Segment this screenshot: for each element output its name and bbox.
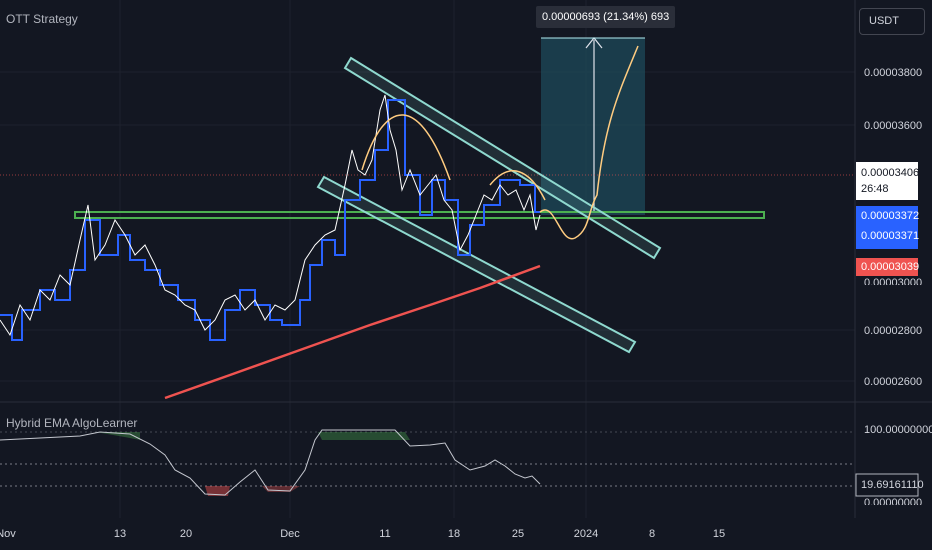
- time-axis-label: 15: [712, 528, 726, 540]
- measure-label: 0.00000693 (21.34%) 693: [536, 6, 676, 28]
- oscillator-title[interactable]: Hybrid EMA AlgoLearner: [6, 416, 138, 430]
- time-axis-label: Nov: [0, 528, 16, 540]
- time-axis-label: 25: [511, 528, 525, 540]
- time-axis-label: 2024: [573, 528, 599, 540]
- oscillator-overbought-fill-2: [318, 432, 410, 440]
- projection-path: [539, 45, 639, 240]
- ott-line: [0, 99, 540, 341]
- oscillator-line: [0, 429, 541, 496]
- ema-line: [164, 264, 541, 400]
- price-axis-label: 0.00002600: [864, 376, 923, 388]
- currency-selector-button[interactable]: USDT: [859, 8, 925, 35]
- ott-lower-tag: 0.00003371: [861, 230, 920, 242]
- descending-channel-lower[interactable]: [316, 175, 637, 354]
- oscillator-axis-top: 100.00000000: [864, 424, 932, 436]
- price-axis-label: 0.00003600: [864, 120, 923, 132]
- ott-upper-tag: 0.00003372: [861, 210, 920, 222]
- price-axis-label-hidden: 0.00003000: [864, 277, 923, 285]
- time-axis-label: 20: [179, 528, 193, 540]
- time-axis-label: 18: [447, 528, 461, 540]
- price-axis-label: 0.00003800: [864, 67, 923, 79]
- time-axis-label: 11: [379, 528, 391, 540]
- projection-arc-2: [489, 170, 546, 201]
- oscillator-oversold-fill: [205, 486, 230, 496]
- oscillator-value-tag: 19.69161110: [861, 479, 924, 491]
- descending-channel-upper[interactable]: [343, 56, 662, 260]
- candle-countdown: 26:48: [861, 183, 889, 195]
- time-axis-label: 13: [113, 528, 127, 540]
- price-line: [0, 94, 541, 337]
- current-price-tag: 0.00003406: [861, 167, 920, 179]
- projection-arc: [361, 114, 451, 181]
- indicator-title[interactable]: OTT Strategy: [6, 12, 78, 26]
- oscillator-axis-bottom: 0.00000000: [864, 497, 923, 505]
- time-axis-label: 8: [648, 528, 656, 540]
- time-axis-label: Dec: [280, 528, 300, 540]
- price-axis-label: 0.00002800: [864, 325, 923, 337]
- ema-price-tag: 0.00003039: [861, 261, 920, 273]
